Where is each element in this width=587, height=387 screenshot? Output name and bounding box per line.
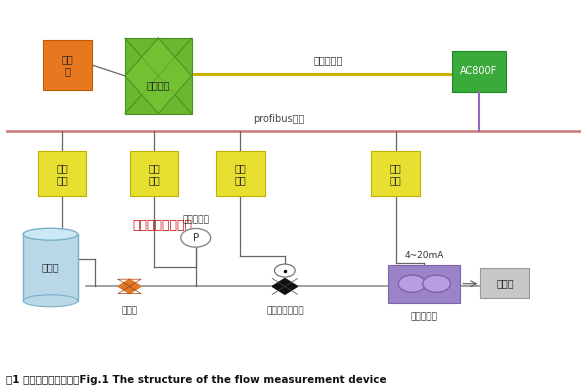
Bar xyxy=(371,151,420,197)
Polygon shape xyxy=(125,38,192,114)
Text: P: P xyxy=(193,233,199,243)
Text: 4~20mA: 4~20mA xyxy=(404,252,444,260)
Bar xyxy=(389,265,460,303)
Text: 气动薄膜调节阀: 气动薄膜调节阀 xyxy=(266,306,303,315)
Bar xyxy=(43,40,92,90)
Ellipse shape xyxy=(23,295,77,307)
Text: 以太网总线: 以太网总线 xyxy=(313,55,343,65)
Text: 控制
模块: 控制 模块 xyxy=(56,163,68,185)
Text: 压力变送器: 压力变送器 xyxy=(183,215,209,224)
Bar xyxy=(125,38,192,114)
Text: 打印
机: 打印 机 xyxy=(62,54,73,76)
Text: profibus总线: profibus总线 xyxy=(254,114,305,124)
Bar xyxy=(130,151,178,197)
Text: 氧气罐: 氧气罐 xyxy=(42,262,59,272)
Text: 采集
模块: 采集 模块 xyxy=(148,163,160,185)
Text: 工程师站: 工程师站 xyxy=(147,80,170,90)
Text: 图1 流量测量装置结构图Fig.1 The structure of the flow measurement device: 图1 流量测量装置结构图Fig.1 The structure of the f… xyxy=(6,375,386,385)
Bar xyxy=(216,151,265,197)
Text: 生产线: 生产线 xyxy=(496,278,514,288)
Circle shape xyxy=(399,275,426,292)
Bar xyxy=(38,151,86,197)
Text: AC800F: AC800F xyxy=(460,66,498,76)
Text: 采集
模块: 采集 模块 xyxy=(390,163,402,185)
Bar xyxy=(23,234,77,301)
Polygon shape xyxy=(272,279,298,295)
Text: 控制
模块: 控制 模块 xyxy=(234,163,246,185)
Ellipse shape xyxy=(23,228,77,240)
Circle shape xyxy=(275,264,295,277)
Text: 氧气流量计: 氧气流量计 xyxy=(411,313,438,322)
Bar xyxy=(480,268,529,298)
Circle shape xyxy=(423,275,450,292)
Text: 江苏华云流量计厂: 江苏华云流量计厂 xyxy=(133,219,193,232)
Bar xyxy=(452,51,507,92)
Polygon shape xyxy=(118,279,141,294)
Circle shape xyxy=(181,228,211,247)
Text: 电磁阀: 电磁阀 xyxy=(122,306,137,315)
